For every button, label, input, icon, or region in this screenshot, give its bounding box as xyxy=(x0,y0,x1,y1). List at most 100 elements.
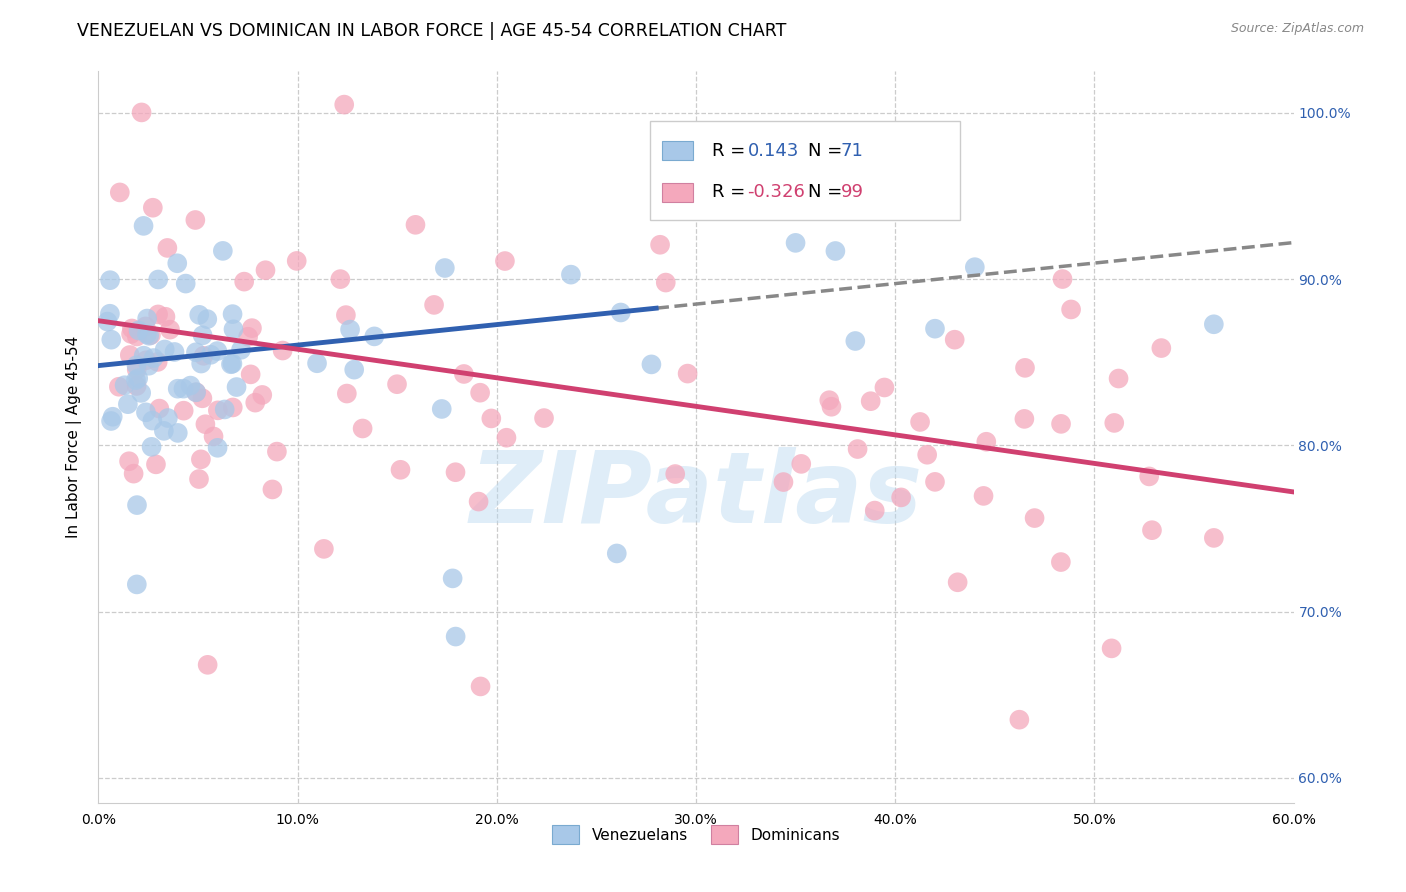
Point xyxy=(118,454,141,468)
Point xyxy=(1202,318,1225,332)
Point xyxy=(262,483,284,497)
Point xyxy=(125,379,148,393)
Point xyxy=(820,400,842,414)
Point xyxy=(610,305,633,319)
Point xyxy=(221,357,243,371)
Point xyxy=(188,472,211,486)
Point xyxy=(96,315,118,329)
Point xyxy=(184,213,207,227)
Point xyxy=(859,394,882,409)
Point xyxy=(188,308,211,322)
Point xyxy=(132,349,155,363)
Point xyxy=(136,311,159,326)
Point xyxy=(98,273,121,287)
Point xyxy=(221,307,243,321)
Point xyxy=(202,429,225,443)
Point xyxy=(142,351,165,365)
Point xyxy=(973,489,995,503)
Point xyxy=(108,380,131,394)
Point xyxy=(207,344,229,359)
Point xyxy=(184,385,207,400)
Text: N =: N = xyxy=(808,142,848,160)
Point xyxy=(655,276,678,290)
Point xyxy=(271,343,294,358)
Point xyxy=(194,417,217,432)
Point xyxy=(1202,531,1225,545)
Point xyxy=(339,322,361,336)
Point xyxy=(155,310,177,324)
Point xyxy=(141,413,163,427)
Point xyxy=(335,308,357,322)
Point xyxy=(560,268,582,282)
Point xyxy=(494,254,516,268)
Point xyxy=(214,402,236,417)
Point xyxy=(225,380,247,394)
Point xyxy=(1150,341,1173,355)
Point xyxy=(444,630,467,644)
Point xyxy=(1052,272,1074,286)
Point xyxy=(1014,412,1036,426)
Text: R =: R = xyxy=(711,142,751,160)
Point xyxy=(166,382,188,396)
Point xyxy=(453,367,475,381)
Point xyxy=(285,254,308,268)
Point xyxy=(139,328,162,343)
Point xyxy=(1014,360,1036,375)
Point xyxy=(222,322,245,336)
Text: VENEZUELAN VS DOMINICAN IN LABOR FORCE | AGE 45-54 CORRELATION CHART: VENEZUELAN VS DOMINICAN IN LABOR FORCE |… xyxy=(77,22,787,40)
Point xyxy=(824,244,846,258)
Point xyxy=(146,307,169,321)
Text: ZIPatlas: ZIPatlas xyxy=(470,447,922,544)
Point xyxy=(266,444,288,458)
Point xyxy=(336,386,359,401)
Point xyxy=(128,323,150,337)
Text: Source: ZipAtlas.com: Source: ZipAtlas.com xyxy=(1230,22,1364,36)
Point xyxy=(207,441,229,455)
Point xyxy=(125,498,148,512)
Point xyxy=(252,388,274,402)
Point xyxy=(132,219,155,233)
Point xyxy=(136,327,159,342)
Point xyxy=(1137,469,1160,483)
Point xyxy=(363,329,385,343)
Point xyxy=(138,328,160,343)
Point xyxy=(191,328,214,343)
Point xyxy=(1024,511,1046,525)
Point xyxy=(184,345,207,359)
Point xyxy=(846,442,869,456)
Point xyxy=(100,414,122,428)
Point xyxy=(129,385,152,400)
Point xyxy=(1104,416,1126,430)
Point xyxy=(785,235,807,250)
Point xyxy=(125,358,148,372)
Point xyxy=(305,356,328,370)
Point xyxy=(222,401,245,415)
Point xyxy=(441,571,464,585)
Point xyxy=(676,367,699,381)
Point xyxy=(121,321,143,335)
Point xyxy=(1101,641,1123,656)
Point xyxy=(219,357,242,371)
Point xyxy=(946,575,969,590)
Point xyxy=(640,358,662,372)
Point xyxy=(533,411,555,425)
Point xyxy=(389,463,412,477)
Point xyxy=(312,541,335,556)
Point xyxy=(100,333,122,347)
Text: -0.326: -0.326 xyxy=(748,184,806,202)
Point xyxy=(120,326,142,341)
Point xyxy=(138,359,160,373)
Point xyxy=(468,385,491,400)
Point xyxy=(908,415,931,429)
Point xyxy=(664,467,686,481)
Point xyxy=(146,355,169,369)
Point xyxy=(467,494,489,508)
Point xyxy=(159,323,181,337)
Point xyxy=(1140,523,1163,537)
Y-axis label: In Labor Force | Age 45-54: In Labor Force | Age 45-54 xyxy=(66,336,82,538)
Point xyxy=(470,680,492,694)
Point xyxy=(1050,555,1073,569)
Point xyxy=(648,237,671,252)
Point xyxy=(1008,713,1031,727)
Point xyxy=(233,275,256,289)
